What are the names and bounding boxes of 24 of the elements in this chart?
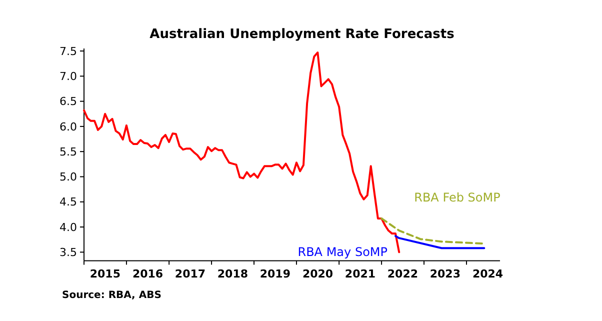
x-tick-label: 2018 bbox=[217, 268, 248, 281]
x-tick-label: 2024 bbox=[472, 268, 504, 281]
x-tick-label: 2016 bbox=[132, 268, 164, 281]
x-tick-label: 2015 bbox=[90, 268, 120, 281]
y-tick-label: 5.0 bbox=[60, 170, 77, 184]
x-tick-label: 2022 bbox=[387, 268, 418, 281]
line-series bbox=[380, 217, 486, 245]
chart-title: Australian Unemployment Rate Forecasts bbox=[150, 27, 455, 42]
y-tick-label: 7.5 bbox=[60, 44, 77, 58]
text: RBA Feb SoMP bbox=[414, 190, 500, 205]
y-tick-label: 6.0 bbox=[60, 120, 77, 134]
y-tick-label: 4.5 bbox=[60, 196, 77, 209]
y-tick-label: 6.5 bbox=[60, 95, 77, 108]
y-tick-label: 3.5 bbox=[60, 246, 77, 259]
source-note: Source: RBA, ABS bbox=[62, 290, 162, 301]
series-label: RBA May SoMP bbox=[298, 245, 388, 260]
x-tick-label: 2021 bbox=[344, 268, 376, 281]
x-tick-label: 2017 bbox=[174, 268, 206, 281]
x-tick-label: 2020 bbox=[302, 268, 334, 281]
y-tick-label: 7.0 bbox=[60, 70, 77, 84]
x-tick-label: 2023 bbox=[430, 268, 461, 281]
y-tick-label: 5.5 bbox=[60, 145, 77, 158]
y-tick-label: 4.0 bbox=[60, 220, 77, 234]
x-tick-label: 2019 bbox=[260, 268, 290, 281]
